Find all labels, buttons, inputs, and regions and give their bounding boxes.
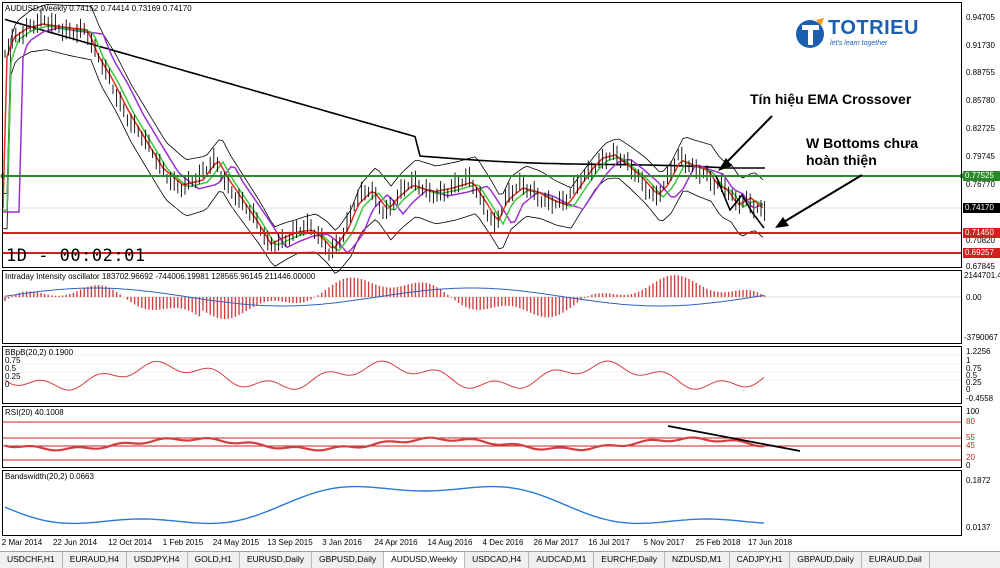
bbpb-axis-label: 1.2256 — [966, 347, 991, 356]
chart-tab[interactable]: GBPAUD,Daily — [790, 552, 862, 568]
bandwidth-title: Bandswidth(20,2) 0.0663 — [5, 472, 94, 481]
rsi-line — [4, 436, 764, 452]
arrow-head-icon — [775, 217, 789, 228]
price-chart-canvas[interactable] — [0, 0, 1000, 551]
date-label: 24 Apr 2016 — [374, 538, 418, 547]
bbpb-inner-label: 0.25 — [5, 372, 21, 381]
date-label: 22 Jun 2014 — [52, 538, 98, 547]
price-axis-label: 0.67845 — [966, 262, 995, 271]
rsi-pane-frame — [2, 406, 962, 468]
bbpb-axis-label: 0 — [966, 385, 971, 394]
iii-axis-label: 2144701.4 — [964, 271, 1000, 280]
bbpb-pane-frame — [2, 346, 962, 404]
ema-crossover-annotation: Tín hiệu EMA Crossover — [750, 91, 912, 107]
date-label: 1 Feb 2015 — [162, 538, 204, 547]
chart-tab[interactable]: USDCHF,H1 — [0, 552, 63, 568]
bbpb-inner-label: 0 — [5, 380, 10, 389]
date-label: 16 Jul 2017 — [588, 538, 630, 547]
iii-average-line — [4, 287, 765, 307]
symbol-tab-bar: USDCHF,H1 EURAUD,H4 USDJPY,H4 GOLD,H1 EURUSD… — [0, 551, 1000, 568]
bbpb-axis-label: 0.75 — [966, 364, 982, 373]
resistance-price-tag: 0.77525 — [963, 171, 1000, 181]
ema-mid-line — [3, 25, 764, 252]
support-price-tag-1: 0.71450 — [963, 228, 1000, 238]
chart-tab[interactable]: EURAUD,Dail — [862, 552, 930, 568]
rsi-axis-label: 20 — [966, 453, 975, 462]
logo-brand-text: TOTRIEU — [828, 17, 919, 39]
chart-tab[interactable]: EURCHF,Daily — [594, 552, 666, 568]
chart-tab[interactable]: GOLD,H1 — [188, 552, 240, 568]
price-axis-label: 0.76770 — [966, 180, 995, 189]
bbpb-axis-label: 1 — [966, 356, 971, 365]
price-axis-label: 0.91730 — [966, 41, 995, 50]
bbpb-axis-label: -0.4558 — [966, 394, 994, 403]
date-label: 4 Dec 2016 — [482, 538, 524, 547]
rsi-axis-label: 0 — [966, 461, 971, 470]
main-pane-frame — [2, 2, 962, 268]
price-axis-label: 0.82725 — [966, 124, 995, 133]
price-axis-label: 0.85780 — [966, 96, 995, 105]
date-label: 13 Sep 2015 — [267, 538, 313, 547]
bbpb-inner-label: 0.5 — [5, 364, 17, 373]
iii-pane-frame — [2, 270, 962, 344]
rsi-axis-label: 100 — [966, 407, 980, 416]
date-label: 24 May 2015 — [212, 538, 260, 547]
totrieu-logo: TOTRIEU let's learn together — [794, 14, 918, 54]
iii-axis-label: -3790067 — [964, 333, 998, 342]
chart-tab[interactable]: EURUSD,Daily — [240, 552, 312, 568]
date-label: 2 Mar 2014 — [1, 538, 43, 547]
bandwidth-pane-frame — [2, 470, 962, 536]
candle-timer: 1D - 00:02:01 — [6, 246, 146, 266]
bbpb-inner-label: 0.75 — [5, 356, 21, 365]
chart-tab[interactable]: AUDUSD,Weekly — [384, 552, 466, 568]
date-label: 14 Aug 2016 — [427, 538, 473, 547]
bbpb-axis-label: 0.5 — [966, 371, 978, 380]
ema-fast-line — [2, 23, 764, 249]
bandwidth-axis-label: 0.0137 — [966, 523, 991, 532]
w-pattern-line — [715, 175, 765, 229]
chart-tab[interactable]: USDJPY,H4 — [127, 552, 188, 568]
bbpb-line — [4, 360, 765, 391]
w-bottoms-annotation-line1: W Bottoms chưa — [806, 135, 919, 151]
w-bottoms-arrow-line — [781, 174, 863, 224]
logo-tagline: let's learn together — [830, 40, 888, 47]
chart-tab[interactable]: AUDCAD,M1 — [529, 552, 595, 568]
bollinger-lower-band — [2, 49, 764, 274]
date-label: 12 Oct 2014 — [108, 538, 152, 547]
w-bottoms-annotation-line2: hoàn thiện — [806, 152, 877, 168]
chart-tab[interactable]: CADJPY,H1 — [730, 552, 791, 568]
bbpb-title: BBpB(20,2) 0.1900 — [5, 348, 74, 357]
iii-axis-label: 0.00 — [966, 293, 982, 302]
date-label: 26 Mar 2017 — [533, 538, 579, 547]
price-axis-label: 0.79745 — [966, 152, 995, 161]
price-axis-label: 0.70820 — [966, 236, 995, 245]
iii-title: Intraday Intensity oscillator 183702.966… — [5, 272, 316, 281]
date-label: 17 Jun 2018 — [747, 538, 793, 547]
date-label: 25 Feb 2018 — [695, 538, 741, 547]
chart-tab[interactable]: GBPUSD,Daily — [312, 552, 385, 568]
arrow-head-icon — [718, 158, 732, 171]
rsi-axis-label: 45 — [966, 441, 975, 450]
rsi-axis-label: 80 — [966, 417, 975, 426]
date-label: 3 Jan 2016 — [322, 538, 362, 547]
logo-emblem-icon — [796, 18, 824, 48]
bbpb-axis-label: 0.25 — [966, 378, 982, 387]
current-price-tag: 0.74170 — [963, 203, 1000, 213]
date-label: 5 Nov 2017 — [643, 538, 685, 547]
chart-tab[interactable]: NZDUSD,M1 — [665, 552, 730, 568]
rsi-divergence-line — [667, 425, 801, 452]
chart-title: AUDUSD,Weekly 0.74152 0.74414 0.73169 0.… — [5, 4, 192, 13]
chart-tab[interactable]: USDCAD,H4 — [465, 552, 530, 568]
rsi-title: RSI(20) 40.1008 — [5, 408, 64, 417]
chart-tab[interactable]: EURAUD,H4 — [63, 552, 127, 568]
rsi-axis-label: 55 — [966, 433, 975, 442]
price-axis-label: 0.94705 — [966, 13, 995, 22]
ema-arrow-line — [723, 115, 773, 166]
level-anchor-icon — [0, 173, 6, 179]
bandwidth-line — [4, 485, 765, 525]
support-price-tag-2: 0.69257 — [963, 248, 1000, 258]
bandwidth-axis-label: 0.1872 — [966, 476, 991, 485]
price-axis-label: 0.88755 — [966, 68, 995, 77]
